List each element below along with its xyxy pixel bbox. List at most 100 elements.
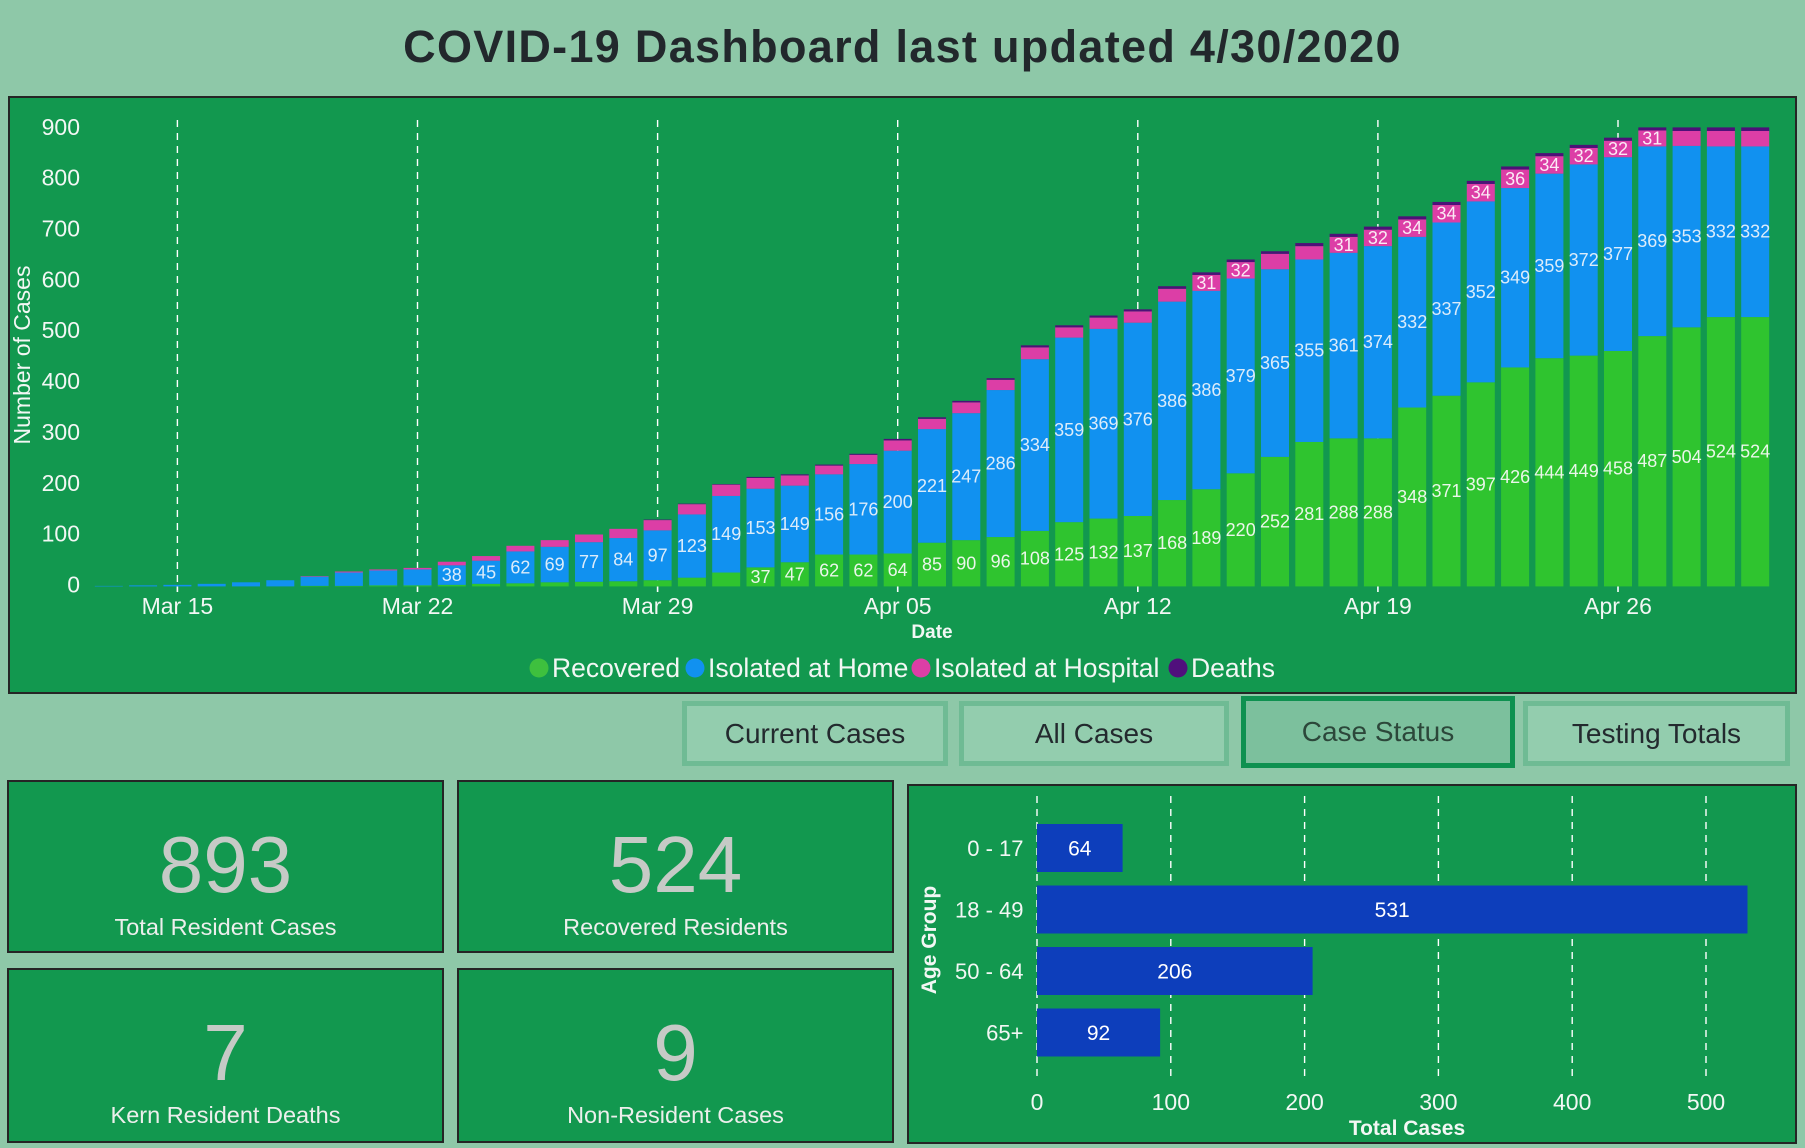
svg-text:372: 372: [1569, 250, 1599, 270]
svg-text:Recovered: Recovered: [552, 653, 680, 683]
svg-text:200: 200: [883, 492, 913, 512]
svg-text:487: 487: [1637, 451, 1667, 471]
svg-text:Isolated at Home: Isolated at Home: [708, 653, 908, 683]
svg-text:31: 31: [1642, 128, 1662, 148]
svg-text:700: 700: [42, 216, 80, 242]
svg-text:38: 38: [442, 565, 462, 585]
svg-text:189: 189: [1191, 528, 1221, 548]
svg-text:69: 69: [545, 555, 565, 575]
svg-text:0 - 17: 0 - 17: [967, 836, 1023, 861]
svg-text:400: 400: [42, 368, 80, 394]
svg-text:376: 376: [1123, 409, 1153, 429]
svg-text:34: 34: [1471, 183, 1491, 203]
svg-text:Mar 15: Mar 15: [142, 593, 214, 619]
svg-text:371: 371: [1431, 481, 1461, 501]
svg-text:220: 220: [1226, 520, 1256, 540]
svg-text:0: 0: [1031, 1089, 1044, 1115]
svg-text:281: 281: [1294, 504, 1324, 524]
svg-text:Apr 19: Apr 19: [1344, 593, 1412, 619]
svg-text:100: 100: [42, 521, 80, 547]
svg-text:62: 62: [853, 561, 873, 581]
svg-text:156: 156: [814, 504, 844, 524]
svg-text:32: 32: [1608, 139, 1628, 159]
svg-text:444: 444: [1534, 462, 1564, 482]
svg-text:31: 31: [1196, 273, 1216, 293]
svg-text:Apr 05: Apr 05: [864, 593, 932, 619]
svg-text:64: 64: [888, 560, 908, 580]
svg-text:348: 348: [1397, 487, 1427, 507]
svg-text:458: 458: [1603, 459, 1633, 479]
svg-text:Total Cases: Total Cases: [1349, 1117, 1465, 1140]
svg-text:50 - 64: 50 - 64: [955, 959, 1024, 984]
svg-text:365: 365: [1260, 353, 1290, 373]
svg-text:97: 97: [648, 545, 668, 565]
svg-text:149: 149: [711, 524, 741, 544]
svg-text:524: 524: [1706, 442, 1736, 462]
svg-text:45: 45: [476, 562, 496, 582]
svg-text:47: 47: [785, 564, 805, 584]
svg-text:600: 600: [42, 266, 80, 292]
svg-text:37: 37: [750, 567, 770, 587]
svg-text:132: 132: [1088, 543, 1118, 563]
svg-text:Age Group: Age Group: [918, 886, 941, 995]
svg-text:84: 84: [613, 550, 633, 570]
svg-text:31: 31: [1334, 235, 1354, 255]
svg-text:524: 524: [1740, 442, 1770, 462]
svg-text:168: 168: [1157, 533, 1187, 553]
svg-text:Date: Date: [911, 622, 952, 643]
svg-text:Apr 12: Apr 12: [1104, 593, 1172, 619]
svg-text:Mar 29: Mar 29: [622, 593, 694, 619]
svg-text:247: 247: [951, 467, 981, 487]
svg-text:334: 334: [1020, 435, 1050, 455]
svg-text:800: 800: [42, 165, 80, 191]
svg-text:90: 90: [956, 553, 976, 573]
svg-text:355: 355: [1294, 341, 1324, 361]
svg-text:288: 288: [1329, 502, 1359, 522]
svg-text:65+: 65+: [986, 1021, 1023, 1046]
svg-text:123: 123: [677, 536, 707, 556]
svg-text:137: 137: [1123, 541, 1153, 561]
svg-text:252: 252: [1260, 512, 1290, 532]
svg-text:359: 359: [1054, 420, 1084, 440]
svg-text:176: 176: [848, 499, 878, 519]
svg-text:386: 386: [1191, 380, 1221, 400]
svg-text:374: 374: [1363, 332, 1393, 352]
svg-text:200: 200: [42, 470, 80, 496]
svg-text:34: 34: [1436, 204, 1456, 224]
svg-text:149: 149: [780, 514, 810, 534]
svg-text:206: 206: [1157, 961, 1192, 984]
svg-text:85: 85: [922, 555, 942, 575]
svg-text:332: 332: [1740, 222, 1770, 242]
svg-text:369: 369: [1088, 414, 1118, 434]
svg-text:Number of Cases: Number of Cases: [10, 266, 35, 445]
svg-text:900: 900: [42, 114, 80, 140]
svg-text:92: 92: [1087, 1022, 1110, 1045]
svg-text:96: 96: [991, 552, 1011, 572]
svg-text:386: 386: [1157, 391, 1187, 411]
svg-text:379: 379: [1226, 366, 1256, 386]
svg-text:32: 32: [1231, 260, 1251, 280]
svg-text:Mar 22: Mar 22: [382, 593, 454, 619]
svg-text:0: 0: [67, 572, 80, 598]
svg-text:32: 32: [1574, 146, 1594, 166]
svg-text:Isolated at Hospital: Isolated at Hospital: [934, 653, 1159, 683]
svg-text:449: 449: [1569, 461, 1599, 481]
svg-text:221: 221: [917, 476, 947, 496]
svg-text:300: 300: [1419, 1089, 1457, 1115]
svg-text:400: 400: [1553, 1089, 1591, 1115]
svg-text:369: 369: [1637, 231, 1667, 251]
svg-text:108: 108: [1020, 549, 1050, 569]
svg-text:125: 125: [1054, 544, 1084, 564]
svg-text:77: 77: [579, 552, 599, 572]
svg-text:34: 34: [1402, 218, 1422, 238]
svg-text:64: 64: [1068, 838, 1092, 861]
svg-text:286: 286: [986, 454, 1016, 474]
svg-text:349: 349: [1500, 268, 1530, 288]
svg-text:Deaths: Deaths: [1191, 653, 1275, 683]
svg-text:62: 62: [510, 557, 530, 577]
svg-text:361: 361: [1329, 336, 1359, 356]
svg-text:377: 377: [1603, 244, 1633, 264]
svg-text:397: 397: [1466, 474, 1496, 494]
svg-text:200: 200: [1285, 1089, 1323, 1115]
svg-text:32: 32: [1368, 228, 1388, 248]
